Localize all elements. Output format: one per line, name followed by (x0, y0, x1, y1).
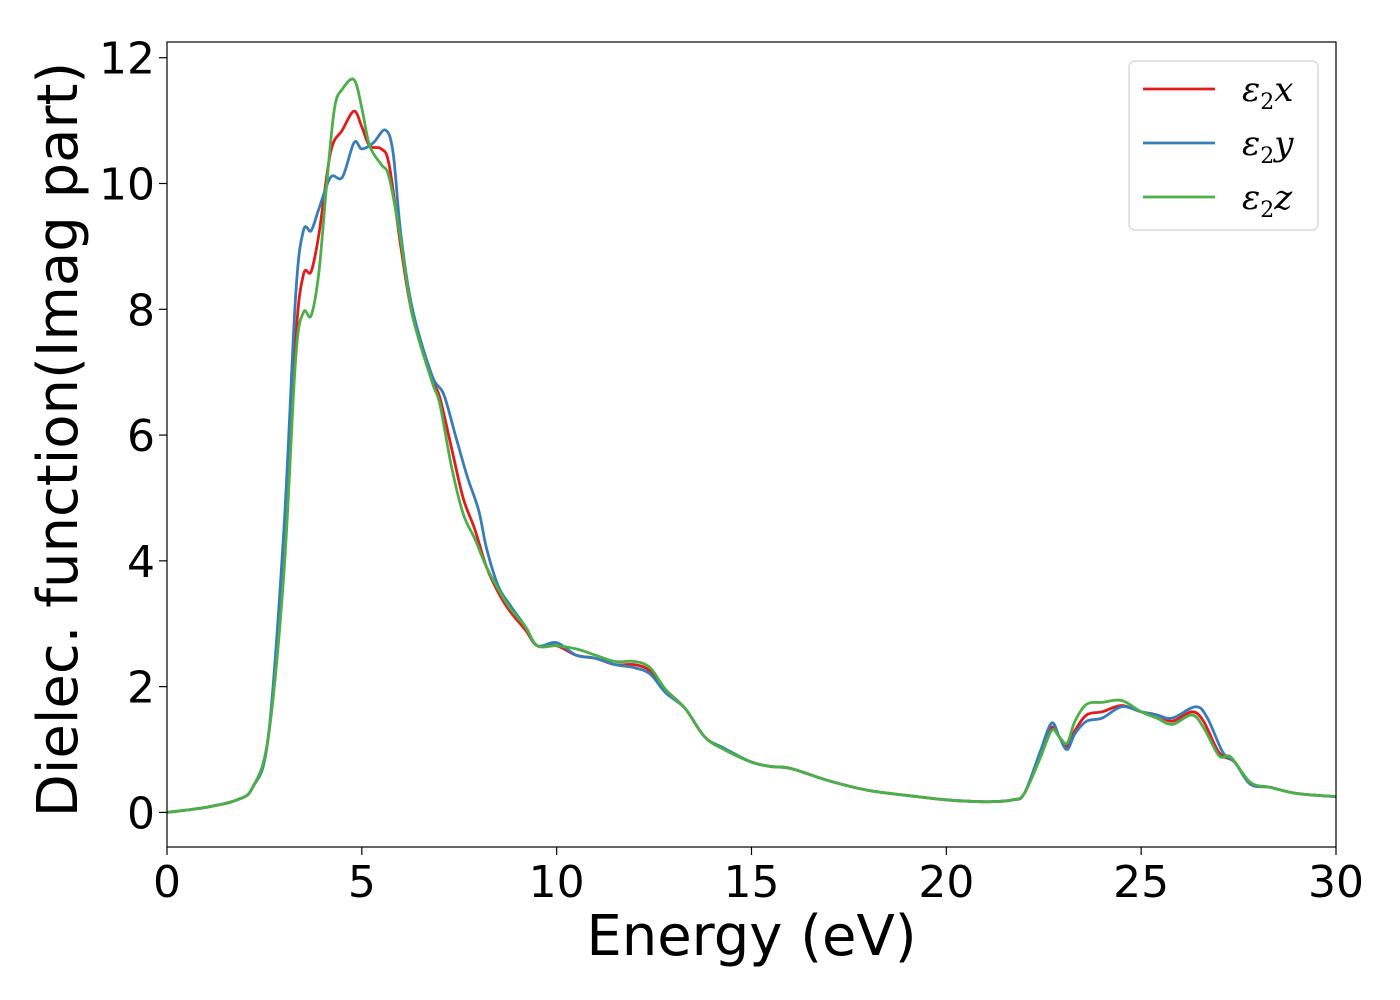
legend-box (1128, 60, 1319, 231)
series-line-y (167, 128, 1336, 814)
x-tick-label: 0 (153, 857, 181, 908)
legend-label-z: ε2z (1242, 178, 1293, 223)
x-tick-label: 10 (529, 857, 585, 908)
x-tick-label: 25 (1113, 857, 1169, 908)
x-axis-label: Energy (eV) (586, 904, 916, 969)
y-tick-label: 10 (99, 160, 155, 211)
x-tick-label: 5 (348, 857, 376, 908)
x-tick-label: 20 (918, 857, 974, 908)
y-tick-label: 12 (99, 34, 155, 85)
series-line-z (167, 77, 1336, 814)
legend-label-x: ε2x (1242, 70, 1293, 115)
plot-lines (167, 77, 1336, 814)
x-tick-label: 15 (724, 857, 780, 908)
legend-label-y: ε2y (1242, 124, 1294, 169)
x-tick-label: 30 (1308, 857, 1364, 908)
legend: ε2x ε2y ε2z (1128, 60, 1319, 231)
x-axis: 0 5 10 15 20 25 30 (153, 847, 1364, 908)
y-tick-label: 4 (127, 537, 155, 588)
y-tick-label: 8 (127, 285, 155, 336)
y-tick-label: 2 (127, 663, 155, 714)
y-axis: 0 2 4 6 8 10 12 (99, 34, 167, 839)
y-tick-label: 6 (127, 411, 155, 462)
y-axis-label: Dielec. function(Imag part) (26, 62, 91, 818)
y-tick-label: 0 (127, 788, 155, 839)
